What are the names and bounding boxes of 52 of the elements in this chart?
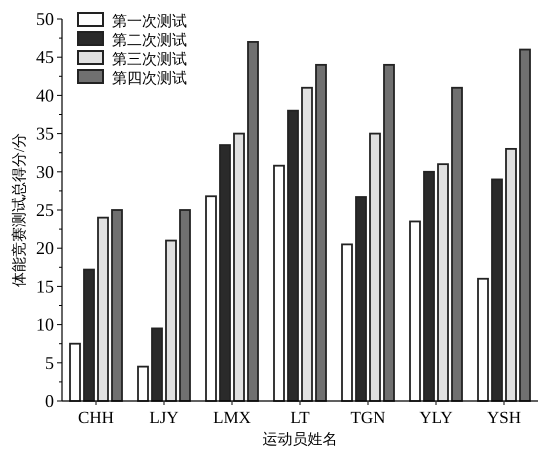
legend-label: 第二次测试 [112,32,187,49]
bar [409,220,421,402]
bar [369,132,381,402]
bar [273,164,285,402]
bar [97,216,109,402]
y-tick-label: 15 [36,276,54,296]
legend-label: 第一次测试 [112,13,187,30]
bar [301,86,313,402]
x-tick-label: LJY [149,408,179,427]
bar [423,170,435,402]
bar [137,366,149,402]
bar [477,278,489,402]
bar [519,48,531,402]
y-tick-label: 20 [36,238,54,258]
x-tick-label: LMX [213,408,251,427]
y-tick-label: 30 [36,162,54,182]
y-tick-label: 40 [36,85,54,106]
x-tick-label: YLY [419,408,453,427]
bar [219,144,231,402]
legend-label: 第四次测试 [112,70,187,87]
bar [287,110,299,402]
bar [315,64,327,402]
bar [451,86,463,402]
x-tick-label: CHH [78,408,114,427]
y-tick-label: 0 [45,391,54,411]
bar [437,163,449,402]
x-axis-title: 运动员姓名 [262,431,338,448]
bar [69,342,81,402]
y-tick-label: 50 [36,9,54,29]
x-tick-label: LT [290,408,310,427]
y-tick-label: 35 [36,124,54,144]
bar [111,209,123,402]
bar [205,195,217,402]
legend-label: 第三次测试 [112,51,187,68]
bar [179,209,191,402]
bar [165,240,177,402]
bar [383,64,395,402]
bar [83,268,95,402]
bar [247,41,259,402]
bar [233,132,245,402]
x-tick-label: TGN [350,408,386,427]
y-tick-label: 25 [36,200,54,220]
y-tick-label: 5 [45,352,54,373]
bar [355,196,367,402]
x-tick-label: YSH [486,408,522,427]
bar [341,243,353,402]
y-tick-label: 10 [36,314,54,335]
bar [505,148,517,402]
bar [151,328,163,402]
y-axis-title: 体能竞赛测试总得分/分 [11,132,28,288]
y-tick-label: 45 [36,47,54,68]
bar [491,178,503,402]
